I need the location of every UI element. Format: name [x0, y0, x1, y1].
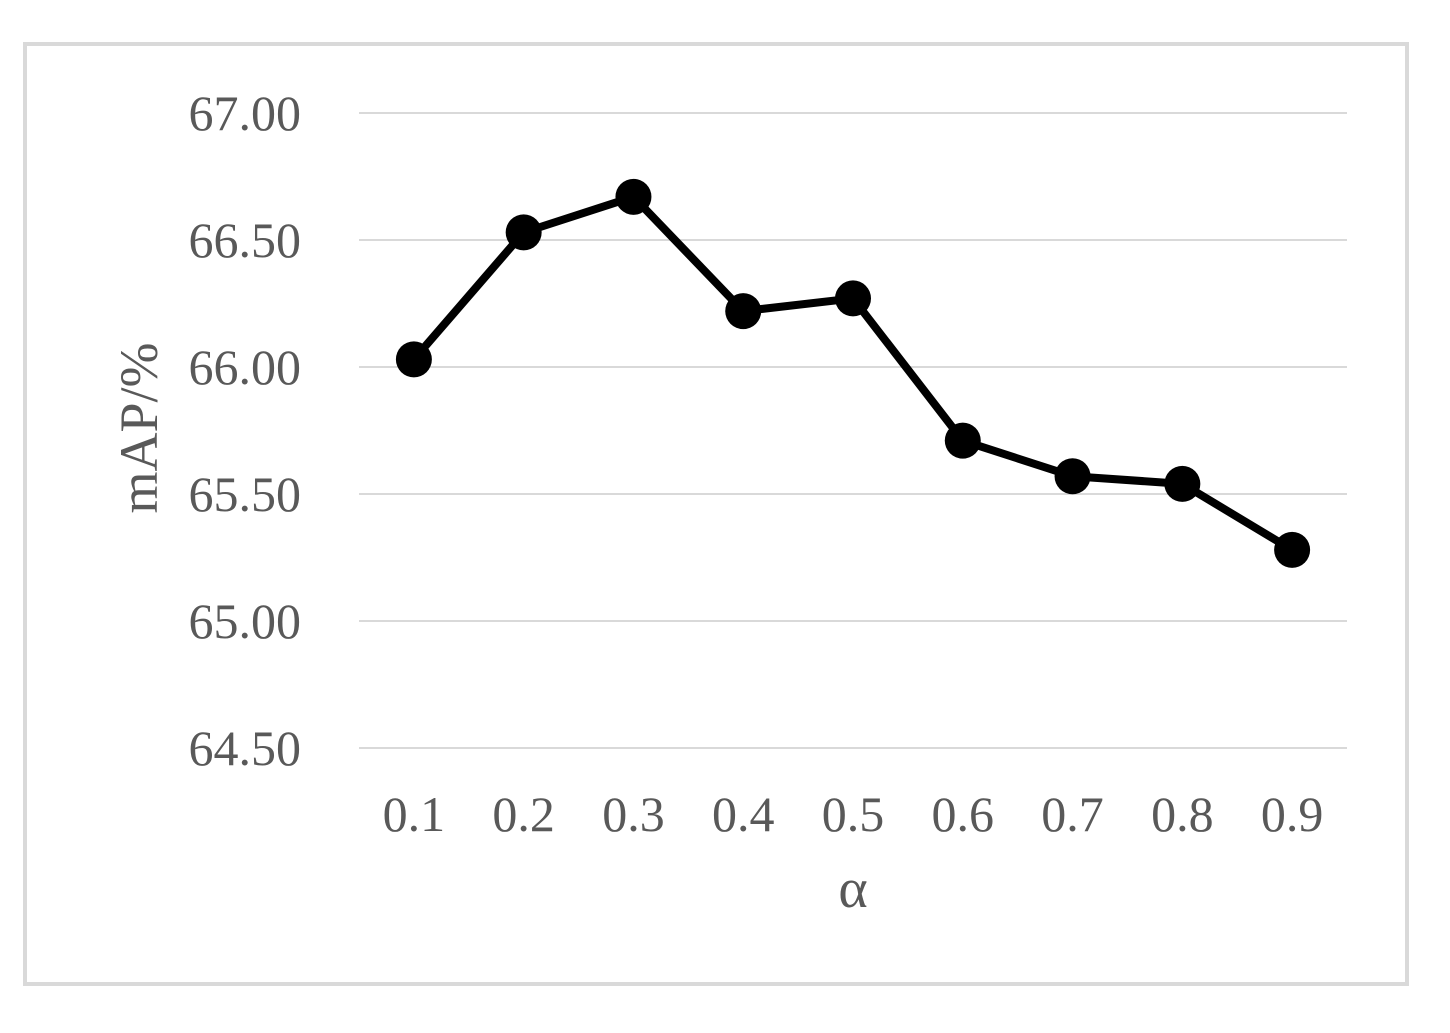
- x-tick-label: 0.7: [1041, 786, 1104, 842]
- y-tick-label: 66.50: [189, 212, 302, 268]
- x-tick-label: 0.4: [712, 786, 775, 842]
- chart-frame: 67.00 66.50 66.00 65.50 65.00 64.50 0.1 0.2 0.3 0…: [23, 42, 1409, 986]
- data-line: [409, 192, 1297, 554]
- data-point: [1054, 458, 1091, 495]
- y-tick-label: 65.00: [189, 593, 302, 649]
- data-point: [725, 293, 762, 330]
- data-point: [835, 280, 871, 317]
- x-tick-label: 0.6: [932, 786, 995, 842]
- x-axis-title: α: [838, 858, 868, 920]
- x-tick-label: 0.2: [492, 786, 555, 842]
- x-tick-label: 0.3: [602, 786, 665, 842]
- data-point: [1274, 531, 1311, 568]
- data-point: [505, 214, 542, 251]
- data-point: [944, 422, 981, 459]
- y-tick-label: 64.50: [189, 720, 302, 776]
- y-tick-label: 65.50: [189, 466, 302, 522]
- y-axis-title: mAP/%: [109, 342, 169, 514]
- data-point: [1164, 465, 1201, 502]
- y-tick-label: 67.00: [189, 85, 302, 141]
- data-point: [395, 341, 432, 378]
- line-chart-plot: 67.00 66.50 66.00 65.50 65.00 64.50 0.1 0.2 0.3 0…: [189, 85, 1347, 842]
- y-tick-label: 66.00: [189, 339, 302, 395]
- x-tick-label: 0.9: [1261, 786, 1324, 842]
- x-tick-label: 0.5: [822, 786, 885, 842]
- x-tick-label: 0.1: [383, 786, 446, 842]
- x-tick-label: 0.8: [1151, 786, 1214, 842]
- data-point: [615, 178, 652, 215]
